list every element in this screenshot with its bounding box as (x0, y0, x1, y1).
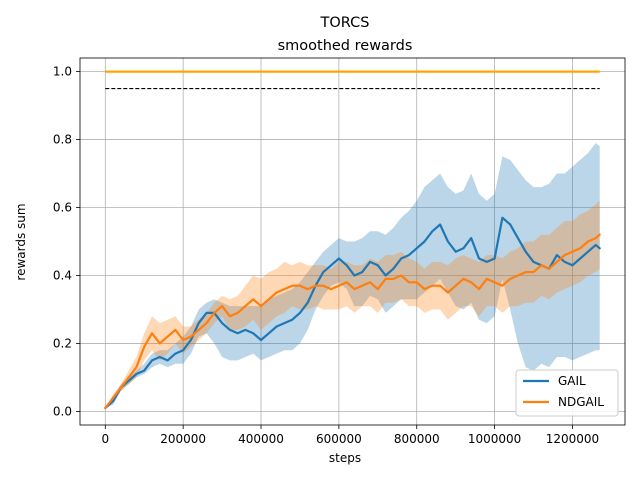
axis-ticks: 0 200000 400000 600000 800000 1000000 1200000 0… (53, 65, 599, 446)
line-gail (104, 216, 601, 410)
legend-label-gail: GAIL (558, 374, 586, 388)
reference-lines (105, 70, 600, 90)
grid (80, 58, 625, 425)
series-lines (104, 216, 601, 410)
y-tick-label: 0.6 (53, 201, 72, 215)
plot-frame (79, 57, 626, 426)
x-tick-label: 600000 (316, 432, 362, 446)
legend-label-ndgail: NDGAIL (558, 395, 604, 409)
line-ndgail (104, 233, 601, 410)
chart-subtitle: smoothed rewards (278, 38, 413, 54)
y-tick-label: 0.2 (53, 336, 72, 350)
band-gail (105, 143, 600, 408)
x-axis-label: steps (329, 451, 361, 465)
confidence-bands (105, 143, 600, 408)
y-tick-label: 0.8 (53, 133, 72, 147)
legend: GAIL NDGAIL (515, 369, 619, 417)
y-tick-label: 1.0 (53, 65, 72, 79)
x-tick-label: 0 (101, 432, 109, 446)
x-tick-label: 1000000 (468, 432, 521, 446)
chart-title: TORCS (320, 15, 370, 31)
x-tick-label: 1200000 (546, 432, 599, 446)
x-tick-label: 400000 (238, 432, 284, 446)
y-tick-label: 0.4 (53, 268, 72, 282)
y-tick-label: 0.0 (53, 404, 72, 418)
x-tick-label: 200000 (160, 432, 206, 446)
band-ndgail (105, 200, 600, 408)
y-axis-label: rewards sum (14, 203, 28, 280)
x-tick-label: 800000 (394, 432, 440, 446)
